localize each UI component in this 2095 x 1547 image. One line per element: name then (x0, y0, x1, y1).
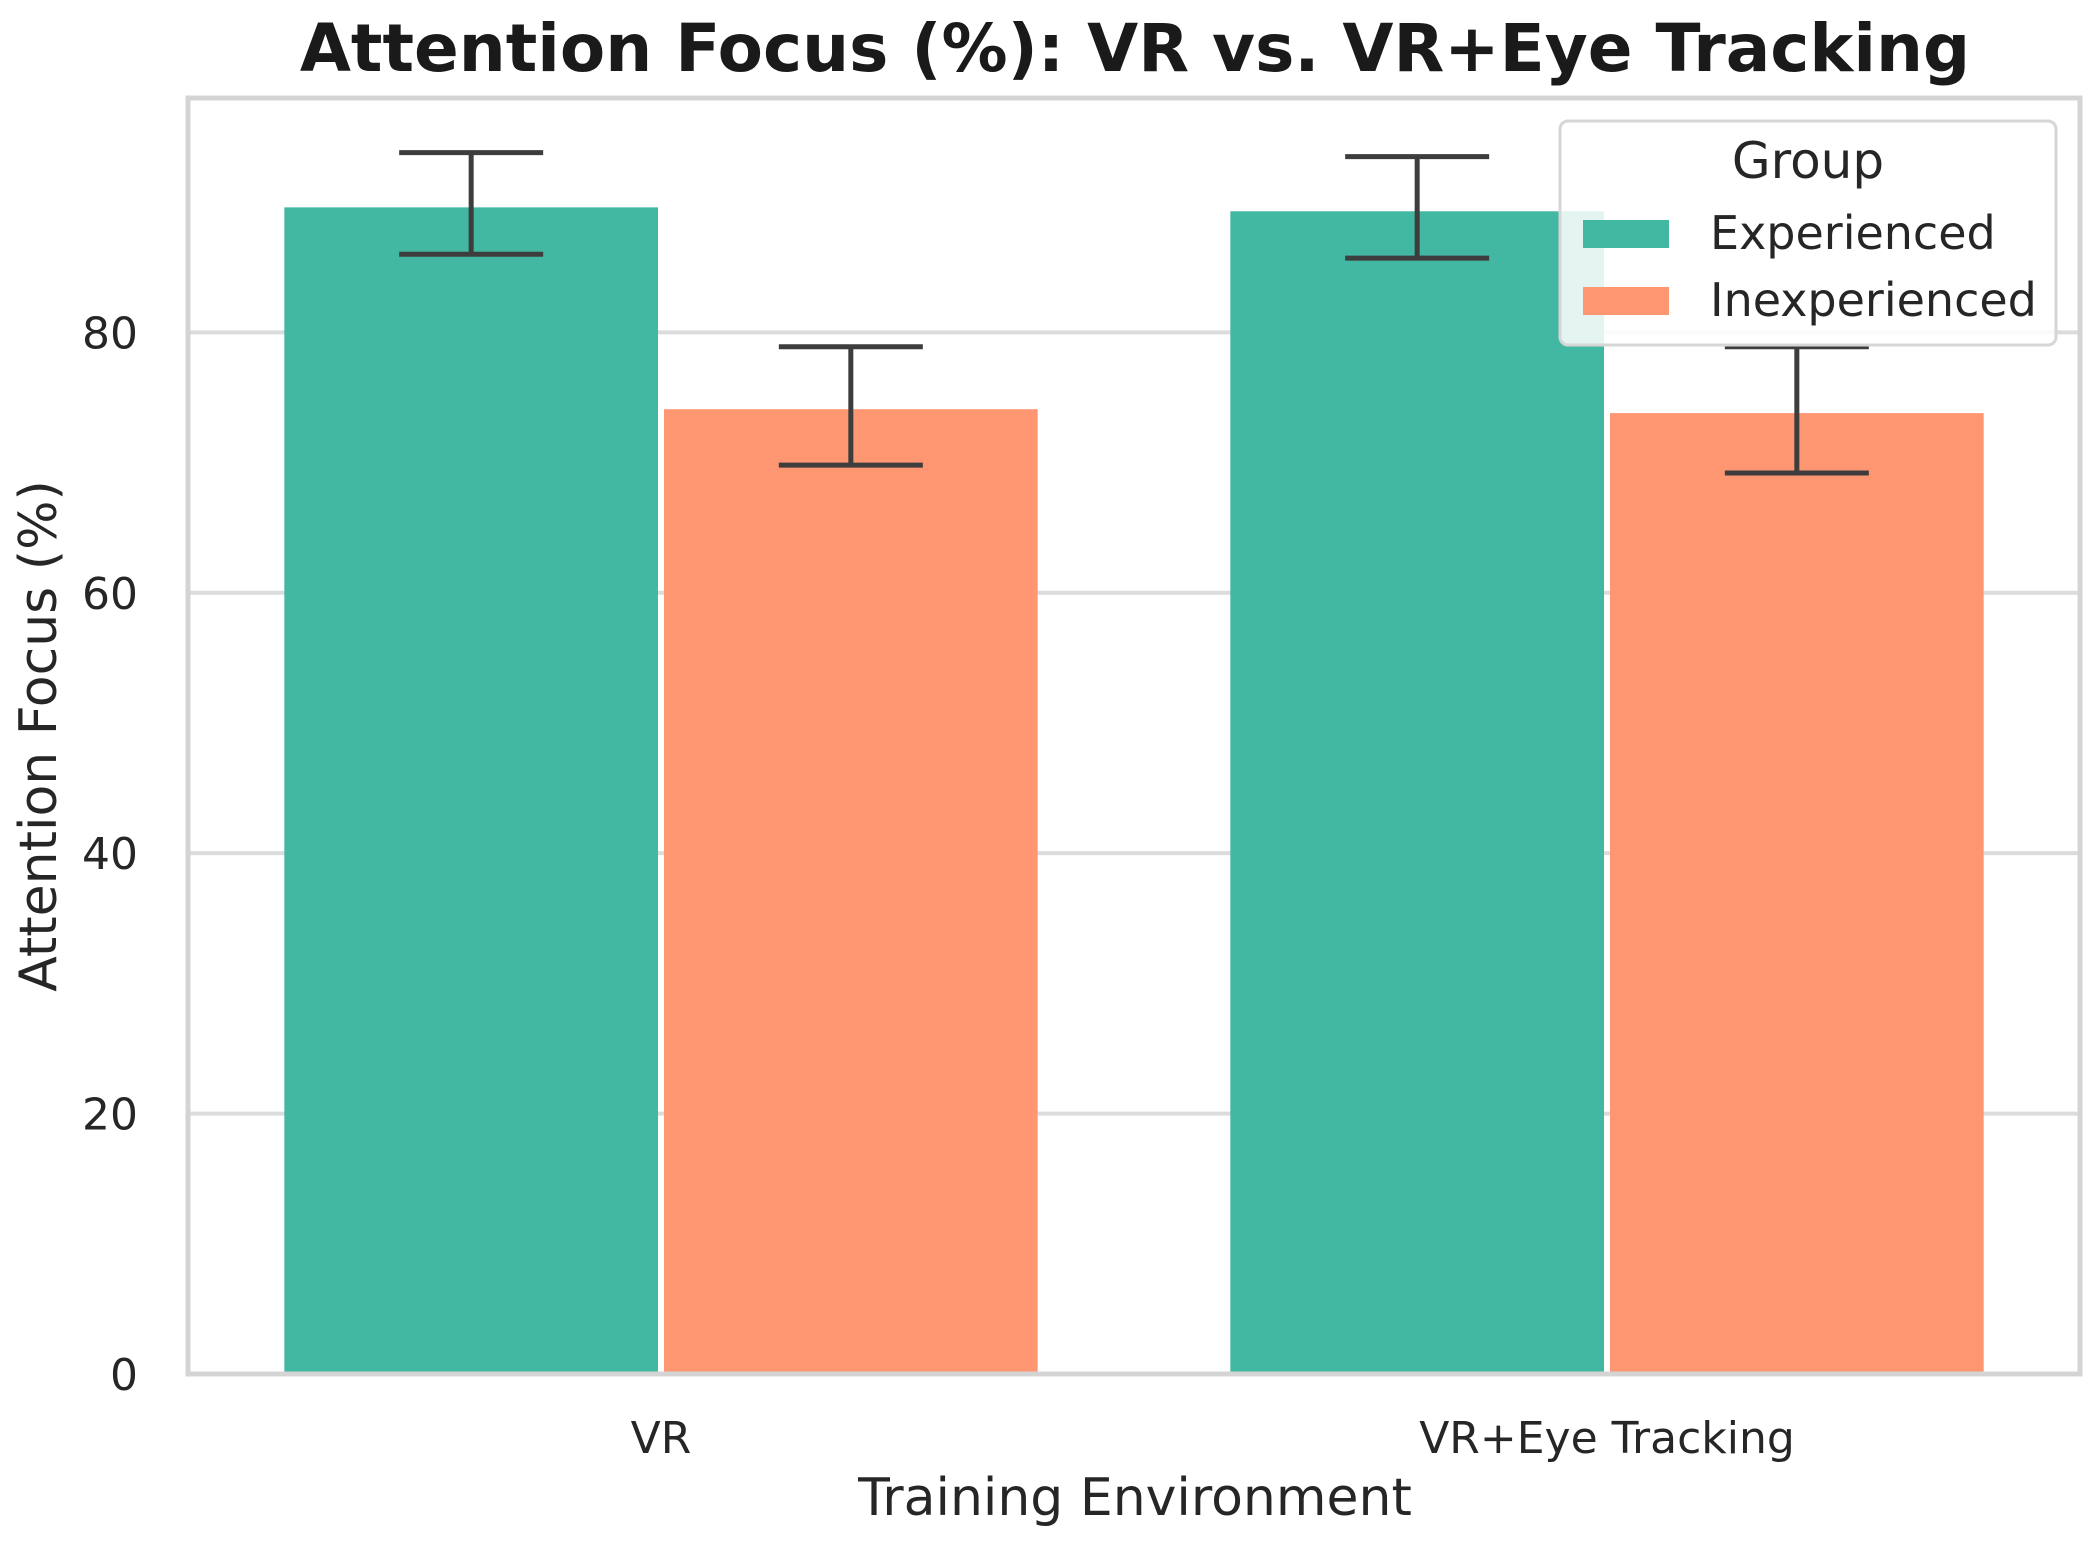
legend-label-inexperienced: Inexperienced (1710, 273, 2037, 327)
x-axis-label: Training Environment (857, 1468, 1412, 1528)
bars (284, 207, 1984, 1374)
legend-swatch-inexperienced (1583, 287, 1669, 315)
error-bar-inexperienced-2 (1724, 344, 1869, 476)
legend-swatch-experienced (1583, 220, 1669, 248)
y-tick-label: 20 (82, 1090, 138, 1141)
bar-inexperienced-1 (664, 409, 1038, 1374)
chart-title: Attention Focus (%): VR vs. VR+Eye Track… (300, 10, 1970, 87)
y-tick-label: 60 (82, 569, 138, 620)
legend: Group Experienced Inexperienced (1558, 119, 2058, 347)
error-bar-experienced-1 (399, 150, 544, 257)
y-tick-label: 0 (110, 1350, 138, 1401)
y-axis-label: Attention Focus (%) (9, 480, 69, 992)
legend-box (1558, 119, 2058, 347)
error-bar-experienced-2 (1345, 154, 1490, 261)
legend-label-experienced: Experienced (1710, 206, 1996, 260)
error-bars (399, 150, 1869, 476)
error-bar-inexperienced-1 (778, 344, 923, 468)
legend-title: Group (1732, 132, 1884, 190)
bar-experienced-1 (284, 207, 658, 1374)
y-tick-label: 40 (82, 829, 138, 880)
y-tick-label: 80 (82, 308, 138, 359)
bar-inexperienced-2 (1610, 413, 1984, 1374)
bar-experienced-2 (1230, 211, 1604, 1374)
x-tick-label: VR+Eye Tracking (1419, 1413, 1795, 1464)
x-tick-labels: VR VR+Eye Tracking (631, 1413, 1795, 1464)
plot-frame (185, 95, 2083, 1377)
x-tick-label: VR (631, 1413, 692, 1464)
y-tick-labels: 0 20 40 60 80 (82, 308, 138, 1401)
